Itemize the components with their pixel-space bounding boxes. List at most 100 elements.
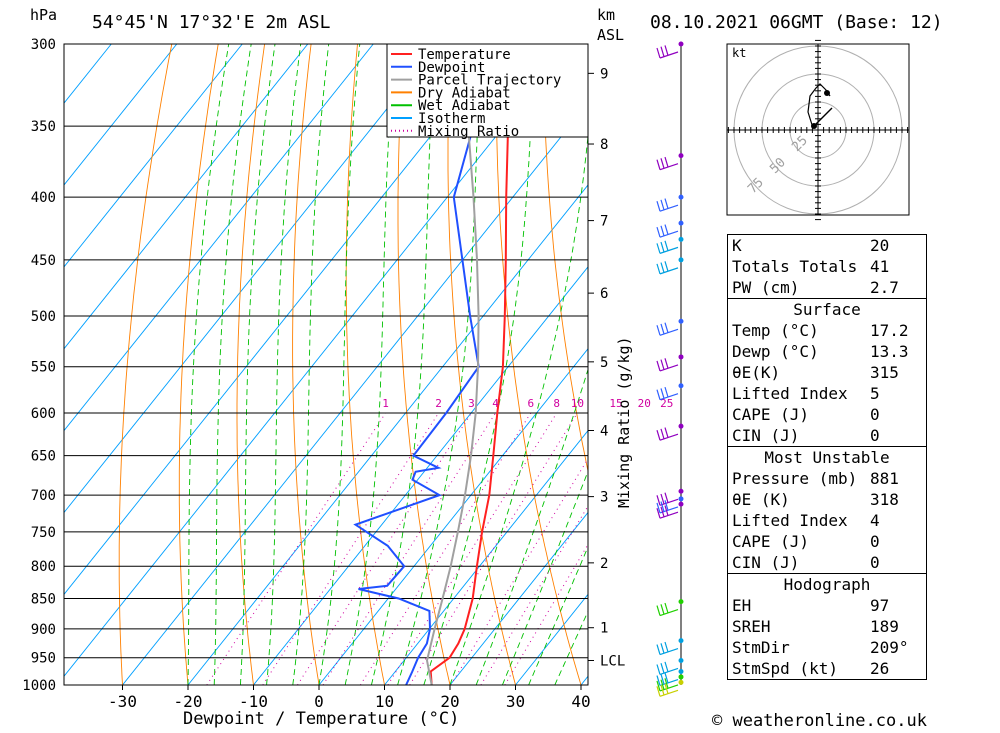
height-tick-label: 4 [600,423,608,439]
pressure-axis: 300 350 400 450 500 550 600 650 700 750 800 850 900 9… [22,37,56,694]
wind-barb-flag [656,159,661,170]
wind-barb-flag [664,683,669,694]
wind-barb-flag [664,427,669,438]
wind-barb [656,683,679,697]
wind-barb-flag [656,680,661,692]
hodograph-unit: kt [732,46,746,60]
wind-barb-flag [664,661,669,673]
pressure-tick-label: 600 [31,406,56,422]
wind-barb-flag [664,505,669,516]
index-value: 5 [870,384,880,403]
temperature-tick-label: -20 [174,692,203,711]
wind-barb-flag [664,641,669,653]
index-value: 4 [870,511,880,530]
index-row: Lifted Index 4 [728,510,927,531]
wet-adiabat-line [344,44,396,685]
index-label: K [732,236,742,255]
isotherm-line [384,429,588,685]
index-row: CAPE (J) 0 [728,531,927,552]
index-label: EH [732,596,752,615]
wind-barb [656,156,679,171]
wind-level-dot [678,679,684,685]
wind-barb-staff [659,328,679,336]
index-row: Lifted Index 5 [728,383,927,404]
index-row: K 20 [728,235,927,257]
index-row: CIN (J) 0 [728,425,927,447]
wind-barb-flag [656,495,661,506]
index-row: EH 97 [728,595,927,616]
index-label: PW (cm) [732,278,800,297]
wet-adiabat-line [449,131,588,685]
temperature-tick-label: 0 [314,692,324,711]
index-value: 97 [870,596,890,615]
wind-barb-flag [660,679,665,690]
wind-barb-flag [656,430,661,441]
wind-barb-flag [664,45,669,56]
legend-entry: Temperature [418,47,511,63]
wind-barb [656,322,679,336]
height-tick-label: 5 [600,355,608,371]
wind-barb-flag [664,500,669,511]
temperature-axis: -30 -20 -10 0 10 20 30 40 [108,685,591,711]
wind-barb-flag [656,243,661,254]
wind-barb [656,358,679,372]
pressure-tick-label: 750 [31,525,56,541]
index-value: 189 [870,617,899,636]
wind-barb-staff [659,364,679,372]
sounding-profiles [353,44,514,685]
mixing-ratio-label: 15 [609,397,622,410]
index-label: Totals Totals [732,257,858,276]
wind-level-dot [678,669,684,675]
parcel-trajectory-line [425,61,480,685]
height-tick-label: 6 [600,286,608,302]
hodograph-trace [807,83,831,129]
index-row: StmSpd (kt) 26 [728,658,927,680]
pressure-tick-label: 400 [31,190,56,206]
wind-barb-staff [659,609,679,617]
pressure-tick-label: 700 [31,488,56,504]
index-label: θE(K) [732,363,781,382]
dry-adiabat-line [397,44,451,685]
wet-adiabat-line [528,545,588,685]
wet-adiabat-line [239,44,276,685]
wind-barb-flag [660,46,665,57]
wet-adiabat-line [554,610,588,685]
wet-adiabat-line [187,44,230,685]
index-row: Pressure (mb) 881 [728,468,927,489]
index-value: 26 [870,659,890,678]
wind-barb-flag [656,605,661,616]
wind-level-dot [678,41,684,47]
mixing-ratio-label: 10 [571,397,584,410]
wind-barb [656,492,679,506]
index-value: 0 [870,553,880,572]
wind-barb-flag [664,672,669,684]
pressure-tick-label: 300 [31,37,56,53]
wet-adiabat-line [266,44,302,685]
wind-barb-flag [664,358,669,369]
pressure-tick-label: 500 [31,309,56,325]
dry-adiabat-line [961,44,1000,685]
wind-barb-flag [660,262,665,273]
pressure-unit-label: hPa [30,6,58,24]
index-label: CAPE (J) [732,405,810,424]
index-row: θE (K) 318 [728,489,927,510]
isotherm-line [64,44,374,432]
wind-barb-flag [660,674,665,685]
mixing-ratio-label: 4 [492,397,499,410]
temperature-tick-label: 40 [571,692,590,711]
wind-barb [656,386,679,401]
wind-level-dot [678,599,684,605]
dewpoint-line [353,44,480,685]
wind-level-dot [678,423,684,429]
index-label: Lifted Index [732,511,848,530]
wind-level-dot [678,236,684,242]
pressure-tick-label: 1000 [22,678,56,694]
wind-barb [656,661,679,676]
wind-barb [656,224,679,238]
mixing-ratio-label: 3 [468,397,475,410]
storm-motion-vector [813,107,833,127]
valid-time: 08.10.2021 06GMT (Base: 12) [650,12,943,33]
dry-adiabat-line [118,44,173,685]
